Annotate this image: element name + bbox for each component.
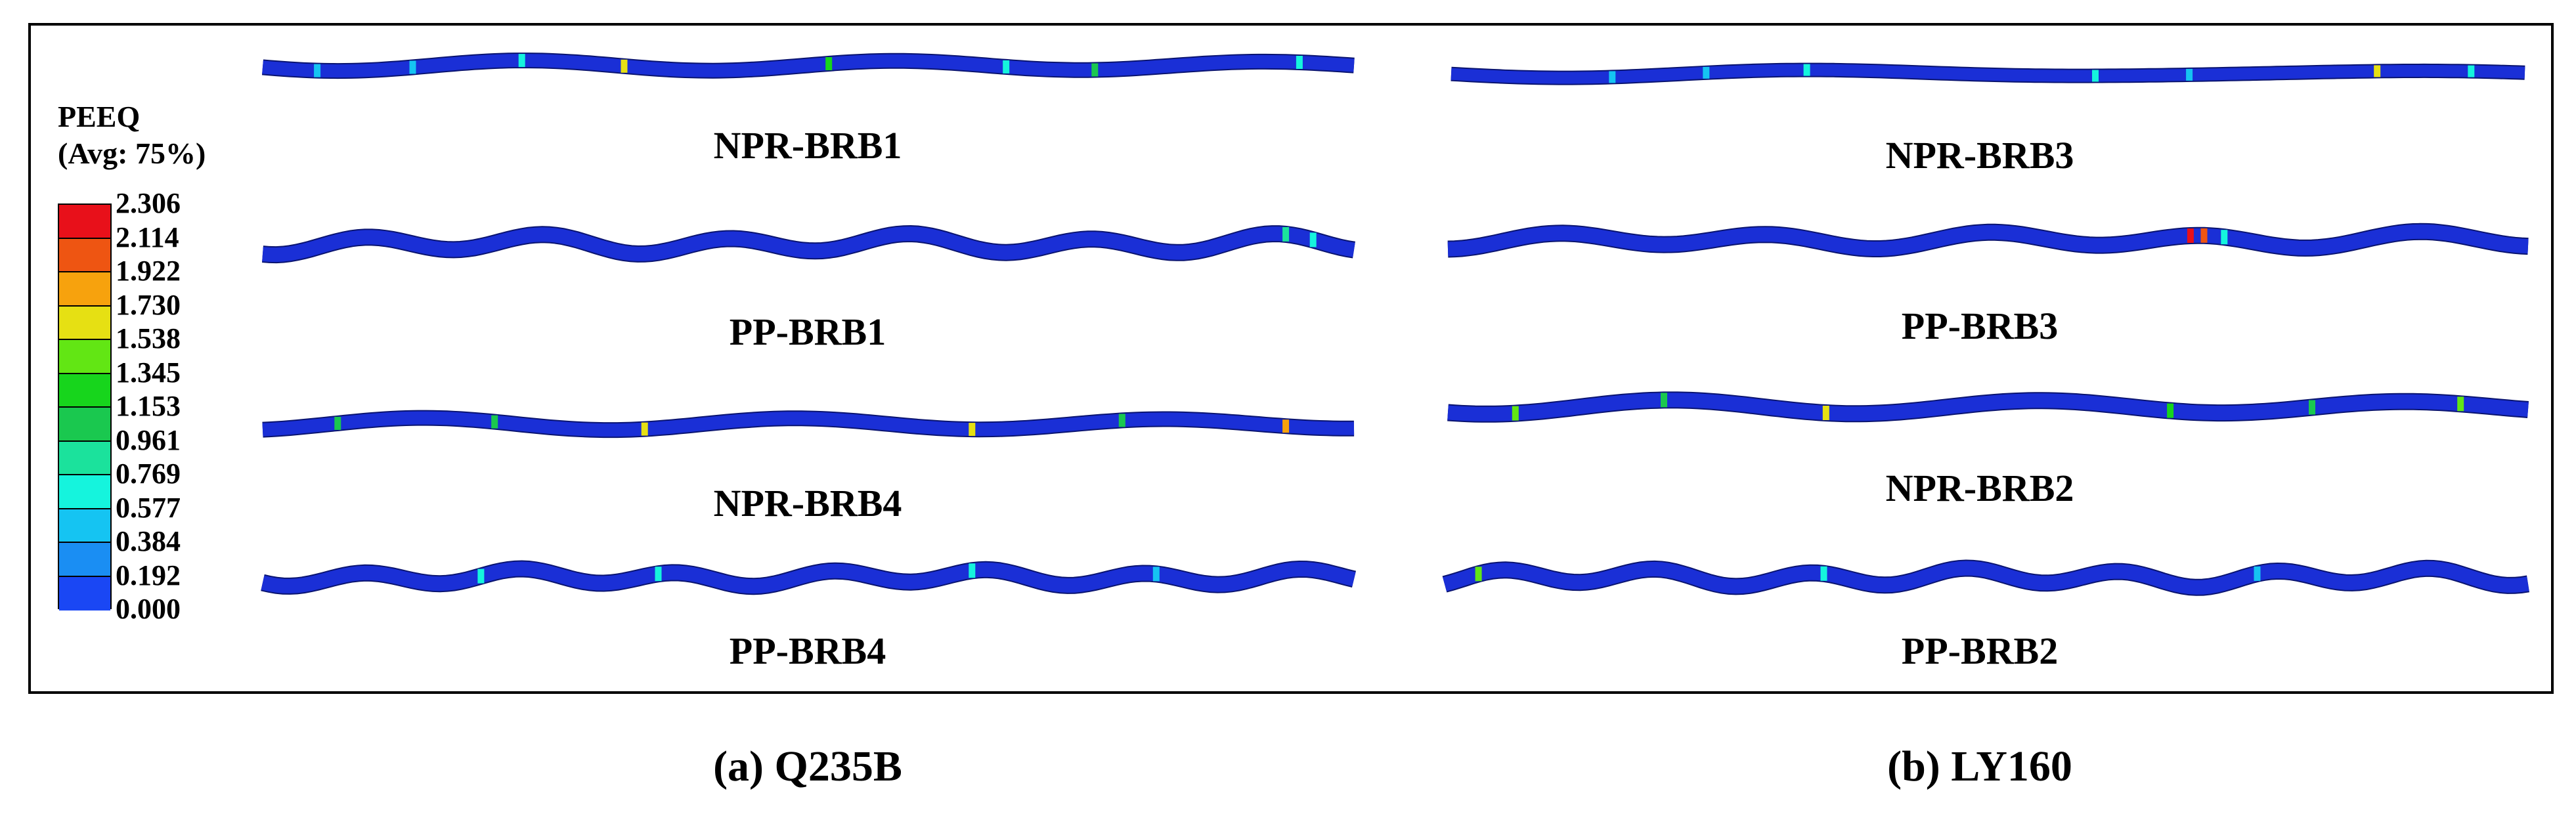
- strain-hotspot: [655, 567, 662, 582]
- specimen-npr-brb4: [262, 410, 1355, 439]
- legend-tick-label: 1.922: [116, 255, 181, 287]
- strain-hotspot: [314, 64, 321, 77]
- strain-hotspot: [1822, 406, 1829, 420]
- strain-hotspot: [1296, 56, 1303, 69]
- legend-tick-label: 2.306: [116, 187, 181, 219]
- legend-tick-label: 0.961: [116, 423, 181, 456]
- legend-swatch: [59, 205, 110, 239]
- legend-title: PEEQ (Avg: 75%): [58, 98, 206, 172]
- legend-color-bar: [58, 204, 112, 610]
- strain-hotspot: [1820, 566, 1827, 581]
- core-plate: [1447, 393, 2529, 421]
- legend-tick-label: 0.769: [116, 458, 181, 490]
- figure-frame: [28, 23, 2554, 694]
- legend-tick-label: 0.577: [116, 491, 181, 524]
- specimen-label-npr-brb3: NPR-BRB3: [1885, 134, 2074, 177]
- specimen-label-pp-brb4: PP-BRB4: [729, 630, 886, 672]
- legend-swatch: [59, 374, 110, 408]
- strain-hotspot: [1282, 226, 1290, 242]
- core-plate: [1451, 64, 2525, 84]
- strain-hotspot: [334, 416, 341, 430]
- legend-swatch: [59, 509, 110, 543]
- strain-hotspot: [2167, 403, 2174, 418]
- strain-hotspot: [969, 423, 976, 437]
- specimen-label-pp-brb3: PP-BRB3: [1901, 305, 2059, 347]
- legend-tick-label: 2.114: [116, 221, 179, 253]
- legend-swatch: [59, 238, 110, 272]
- legend-swatch: [59, 340, 110, 374]
- specimen-label-pp-brb2: PP-BRB2: [1901, 630, 2059, 672]
- core-plate: [262, 54, 1355, 78]
- strain-hotspot: [1091, 63, 1099, 77]
- core-plate: [1447, 224, 2529, 257]
- strain-hotspot: [1703, 66, 1710, 79]
- strain-hotspot: [1661, 393, 1667, 408]
- legend-tick-label: 1.730: [116, 288, 181, 321]
- strain-hotspot: [2468, 65, 2475, 77]
- strain-hotspot: [2221, 230, 2228, 245]
- legend-swatch: [59, 306, 110, 340]
- specimen-pp-brb4: [261, 560, 1357, 595]
- strain-hotspot: [1282, 419, 1290, 433]
- strain-hotspot: [1609, 71, 1616, 83]
- strain-hotspot: [2254, 566, 2261, 581]
- specimen-npr-brb1: [261, 53, 1355, 79]
- strain-hotspot: [2457, 396, 2464, 412]
- strain-hotspot: [2309, 400, 2315, 415]
- strain-hotspot: [1118, 414, 1125, 427]
- strain-hotspot: [2187, 228, 2194, 243]
- strain-hotspot: [621, 59, 628, 73]
- legend-swatch: [59, 272, 110, 307]
- strain-hotspot: [1152, 567, 1160, 582]
- legend-title-line1: PEEQ: [58, 100, 141, 133]
- strain-hotspot: [1512, 406, 1519, 421]
- legend-tick-label: 1.153: [116, 390, 181, 422]
- strain-hotspot: [518, 54, 525, 68]
- specimen-pp-brb3: [1447, 223, 2529, 258]
- legend-swatch: [59, 543, 110, 577]
- panel-caption-ly160: (b) LY160: [1887, 742, 2072, 790]
- legend-tick-label: 0.384: [116, 525, 181, 557]
- legend-tick-label: 0.000: [116, 593, 181, 625]
- strain-hotspot: [2092, 70, 2099, 82]
- legend-tick-label: 1.345: [116, 356, 181, 389]
- strain-hotspot: [2374, 65, 2381, 77]
- core-plate: [262, 411, 1355, 437]
- specimen-label-npr-brb1: NPR-BRB1: [713, 124, 902, 167]
- legend-swatch: [59, 441, 110, 475]
- strain-hotspot: [1475, 567, 1482, 582]
- strain-hotspot: [969, 563, 976, 578]
- legend-tick-label: 1.538: [116, 322, 181, 354]
- core-plate: [1443, 561, 2529, 595]
- legend-swatch: [59, 475, 110, 509]
- specimen-pp-brb1: [262, 225, 1355, 264]
- legend-tick-label: 0.192: [116, 559, 181, 591]
- panel-caption-q235b: (a) Q235B: [713, 742, 902, 790]
- strain-hotspot: [1803, 64, 1810, 76]
- strain-hotspot: [1003, 60, 1010, 74]
- strain-hotspot: [477, 568, 485, 584]
- strain-hotspot: [409, 60, 416, 74]
- legend-title-line2: (Avg: 75%): [58, 137, 206, 170]
- core-plate: [262, 226, 1355, 263]
- strain-hotspot: [2186, 68, 2193, 81]
- specimen-npr-brb2: [1447, 391, 2529, 423]
- strain-hotspot: [641, 422, 648, 436]
- strain-hotspot: [491, 415, 498, 429]
- specimen-label-npr-brb2: NPR-BRB2: [1885, 467, 2074, 509]
- core-plate: [261, 561, 1356, 594]
- specimen-label-npr-brb4: NPR-BRB4: [713, 482, 902, 525]
- strain-hotspot: [825, 57, 833, 70]
- legend-swatch: [59, 576, 110, 610]
- specimen-label-pp-brb1: PP-BRB1: [729, 311, 886, 353]
- strain-hotspot: [2200, 228, 2208, 243]
- legend-swatch: [59, 408, 110, 442]
- specimen-pp-brb2: [1442, 559, 2529, 596]
- strain-hotspot: [1309, 232, 1317, 247]
- specimen-npr-brb3: [1451, 62, 2525, 85]
